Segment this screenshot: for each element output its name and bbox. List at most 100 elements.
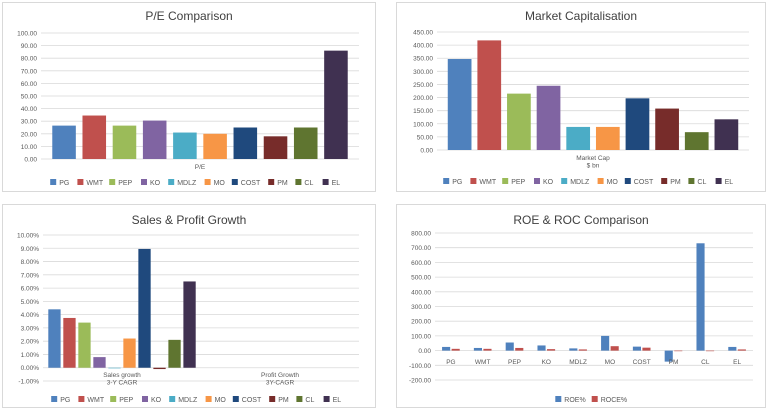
- bar: [536, 85, 561, 150]
- y-tick-label: 50.00: [417, 134, 434, 141]
- legend-swatch: [534, 178, 540, 184]
- y-tick-label: 8.00%: [21, 259, 40, 266]
- x-tick-label: Sales growth: [103, 372, 141, 379]
- bar: [447, 59, 472, 150]
- legend-swatch: [168, 179, 175, 185]
- y-tick-label: 20.00: [21, 131, 38, 138]
- y-tick-label: 10.00%: [17, 233, 39, 240]
- bar: [664, 350, 673, 362]
- bar: [706, 350, 715, 352]
- y-tick-label: 400.00: [413, 43, 433, 50]
- x-tick-label: P/E: [195, 164, 206, 171]
- legend-label: MDLZ: [177, 180, 197, 187]
- bar: [451, 348, 460, 351]
- chart-title: Sales & Profit Growth: [131, 213, 247, 227]
- y-tick-label: 10.00: [21, 144, 38, 151]
- bar: [737, 349, 746, 351]
- bar: [48, 309, 61, 368]
- bar: [728, 346, 737, 351]
- legend-swatch: [561, 178, 568, 184]
- y-tick-label: -100.00: [409, 363, 431, 370]
- y-tick-label: 50.00: [21, 94, 38, 101]
- x-tick-label: MDLZ: [569, 359, 587, 366]
- legend-swatch: [661, 178, 668, 184]
- legend-label: KO: [543, 179, 554, 186]
- bar: [123, 338, 136, 368]
- legend-label: MDLZ: [570, 179, 590, 186]
- bar: [515, 347, 524, 351]
- bar: [507, 93, 531, 150]
- legend-swatch: [78, 396, 85, 402]
- y-tick-label: 5.00%: [21, 299, 40, 306]
- y-tick-label: 0.00: [24, 157, 37, 164]
- bar: [473, 347, 482, 351]
- bar: [547, 349, 556, 351]
- legend-label: CL: [304, 180, 313, 187]
- bar: [610, 346, 619, 351]
- legend-swatch: [205, 396, 212, 402]
- bar: [78, 322, 91, 368]
- bar: [93, 357, 106, 368]
- y-tick-label: 4.00%: [21, 312, 40, 319]
- y-tick-label: 6.00%: [21, 286, 40, 293]
- bar: [601, 335, 610, 351]
- roe-chart: -200.00 -100.00 0.00 100.00 200.00 300.00 400.…: [409, 231, 753, 404]
- y-tick-label: 150.00: [413, 108, 433, 115]
- legend-label: PM: [278, 397, 289, 404]
- legend-swatch: [295, 179, 302, 185]
- bar: [684, 132, 709, 150]
- bar: [483, 348, 492, 351]
- bar: [595, 126, 620, 150]
- bar: [642, 347, 651, 351]
- legend-label: PM: [277, 180, 288, 187]
- legend-swatch: [502, 178, 509, 184]
- bar: [138, 248, 151, 368]
- y-tick-label: 200.00: [413, 95, 433, 102]
- legend-swatch: [555, 396, 562, 402]
- y-tick-label: 400.00: [411, 289, 431, 296]
- x-tick-label: 3-Y CAGR: [107, 380, 138, 387]
- legend-label: EL: [725, 179, 734, 186]
- legend-swatch: [231, 179, 238, 185]
- legend-label: ROCE%: [601, 397, 627, 404]
- growth-chart-panel: Sales & Profit Growth -1.00% 0.00% 1.00% 2.…: [2, 204, 376, 408]
- y-tick-label: -200.00: [409, 378, 431, 385]
- x-tick-label: $ bn: [587, 163, 600, 170]
- y-tick-label: 0.00: [418, 348, 431, 355]
- bar: [82, 115, 107, 159]
- bar: [173, 132, 197, 159]
- bar: [569, 348, 578, 351]
- bar: [293, 127, 318, 159]
- legend-label: KO: [150, 180, 161, 187]
- bar: [112, 125, 137, 159]
- legend-label: ROE%: [564, 397, 585, 404]
- y-tick-label: 250.00: [413, 82, 433, 89]
- y-tick-label: 700.00: [411, 245, 431, 252]
- legend-swatch: [232, 396, 239, 402]
- bar: [263, 136, 288, 159]
- x-tick-label: MO: [605, 359, 615, 366]
- mcap-chart-panel: Market Capitalisation 0.00 50.00 100.00 150…: [396, 2, 766, 192]
- chart-title: ROE & ROC Comparison: [513, 213, 649, 227]
- y-tick-label: 100.00: [17, 31, 37, 38]
- y-tick-label: 70.00: [21, 68, 38, 75]
- chart-title: P/E Comparison: [145, 9, 233, 23]
- bar: [674, 350, 683, 352]
- bar: [52, 125, 76, 159]
- legend-label: CL: [305, 397, 314, 404]
- legend-label: COST: [634, 179, 654, 186]
- pe-chart: 0.00 10.00 20.00 30.00 40.00 50.00 60.00 70.00 8…: [17, 31, 359, 187]
- legend-swatch: [169, 396, 176, 402]
- legend-label: PG: [59, 180, 69, 187]
- bar: [63, 317, 76, 368]
- legend-label: MO: [215, 397, 227, 404]
- bar: [324, 50, 348, 159]
- y-tick-label: 100.00: [413, 121, 433, 128]
- legend-swatch: [443, 178, 450, 184]
- x-tick-label: PM: [669, 359, 679, 366]
- legend-label: WMT: [86, 180, 103, 187]
- y-tick-label: -1.00%: [18, 379, 39, 386]
- y-tick-label: 90.00: [21, 43, 38, 50]
- legend-label: WMT: [479, 179, 496, 186]
- legend-swatch: [296, 396, 303, 402]
